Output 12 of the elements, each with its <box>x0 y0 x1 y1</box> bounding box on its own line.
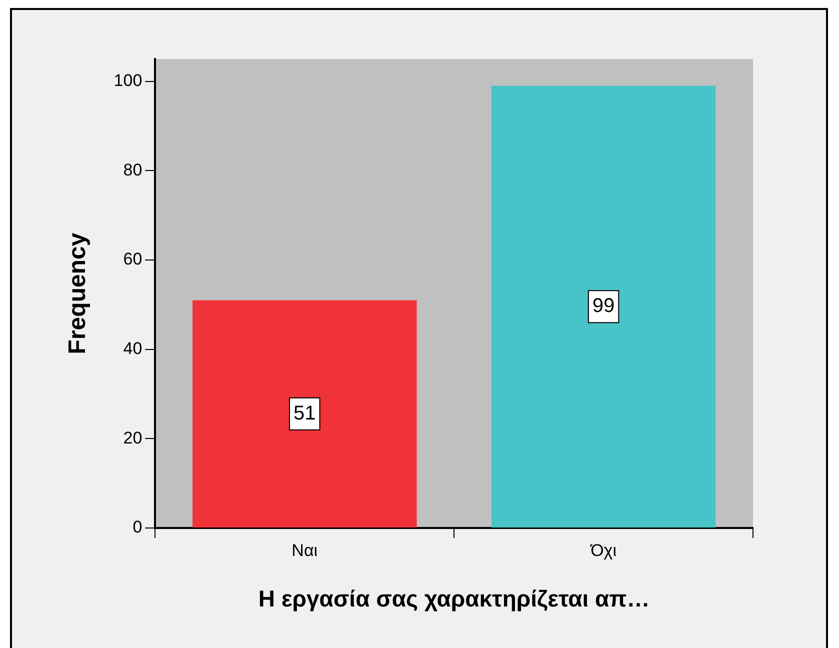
data-label: 51 <box>294 402 316 424</box>
y-tick-label: 80 <box>123 160 142 180</box>
x-tick-label: Ναι <box>292 540 318 560</box>
y-axis-title: Frequency <box>64 232 92 354</box>
y-tick-label: 0 <box>132 518 142 537</box>
y-tick-label: 40 <box>123 339 142 358</box>
x-tick-label: Όχι <box>590 540 617 560</box>
data-label: 99 <box>592 295 615 318</box>
y-tick-label: 100 <box>114 71 142 90</box>
y-tick-label: 60 <box>123 250 142 269</box>
y-tick-label: 20 <box>123 428 142 448</box>
x-axis-title: Η εργασία σας χαρακτηρίζεται απ… <box>258 586 650 612</box>
